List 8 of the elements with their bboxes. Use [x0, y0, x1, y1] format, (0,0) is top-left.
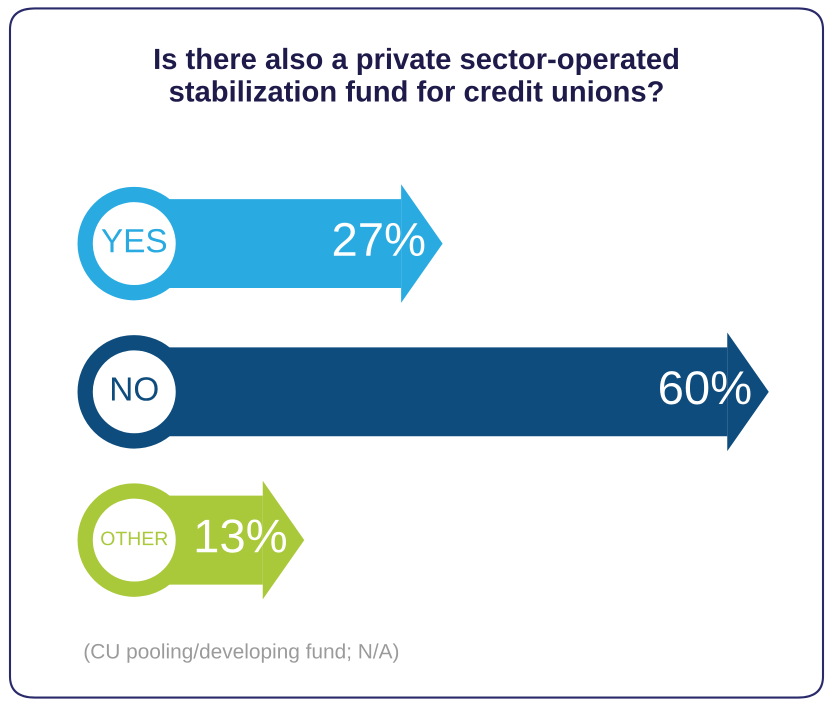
text: (CU pooling/developing fund; N/A) — [84, 643, 398, 663]
data-label: 27% — [334, 222, 424, 256]
data-label: 13% — [196, 519, 286, 553]
y-tick-label: OTHER — [101, 532, 168, 546]
y-tick-label: NO — [112, 377, 158, 401]
data-label: 60% — [660, 371, 750, 405]
y-tick-label: YES — [102, 228, 166, 253]
chart-title: Is there also a private sector-operated stabilization fund for credit unions? — [155, 48, 678, 102]
